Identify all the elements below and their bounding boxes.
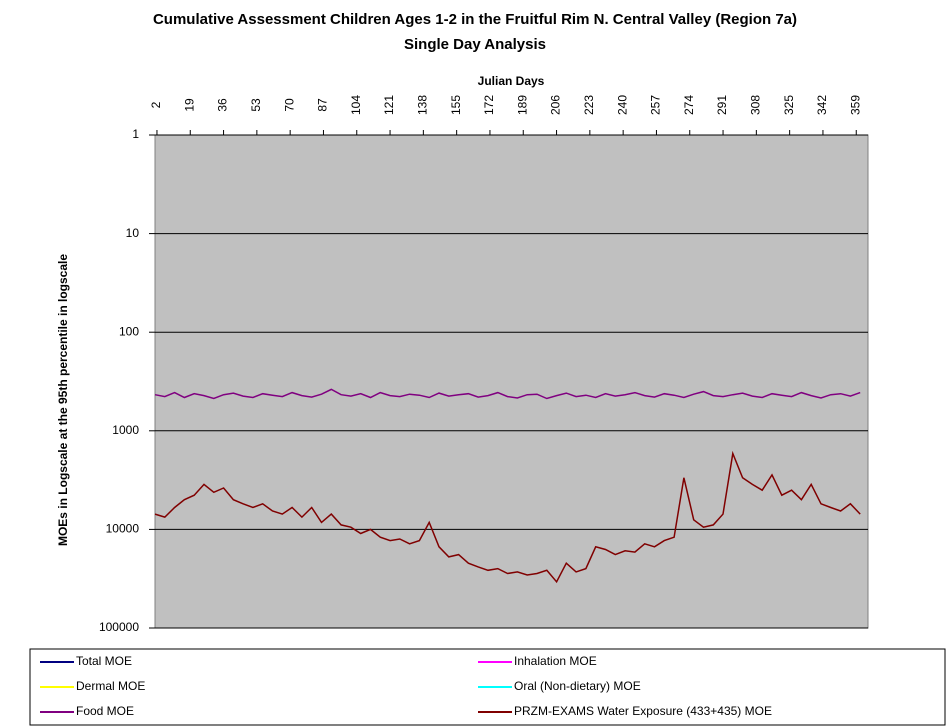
x-tick-label: 138 [416, 95, 430, 115]
chart-subtitle: Single Day Analysis [404, 36, 546, 53]
legend-label: Food MOE [76, 704, 134, 718]
x-tick-label: 121 [382, 95, 396, 115]
x-tick-label: 70 [282, 98, 296, 112]
legend-label: Inhalation MOE [514, 654, 597, 668]
x-tick-label: 19 [182, 98, 196, 112]
x-tick-label: 206 [549, 95, 563, 115]
x-tick-label: 308 [749, 95, 763, 115]
x-tick-label: 223 [582, 95, 596, 115]
x-tick-label: 257 [649, 95, 663, 115]
legend-label: Dermal MOE [76, 679, 145, 693]
legend-label: Total MOE [76, 654, 132, 668]
x-tick-label: 342 [815, 95, 829, 115]
y-tick-label: 100 [119, 324, 139, 338]
x-tick-label: 274 [682, 95, 696, 115]
x-tick-label: 53 [249, 98, 263, 112]
x-tick-label: 359 [848, 95, 862, 115]
x-tick-label: 291 [715, 95, 729, 115]
legend-label: Oral (Non-dietary) MOE [514, 679, 641, 693]
x-tick-label: 87 [316, 98, 330, 112]
x-axis-label: Julian Days [478, 74, 545, 88]
y-axis-label: MOEs in Logscale at the 95th percentile … [56, 254, 70, 546]
x-tick-label: 2 [149, 101, 163, 108]
x-tick-label: 189 [515, 95, 529, 115]
plot-area [154, 134, 869, 629]
x-tick-label: 325 [782, 95, 796, 115]
series-line [154, 388, 861, 400]
x-tick-label: 36 [216, 98, 230, 112]
series-line [154, 450, 861, 584]
y-tick-label: 1000 [112, 423, 139, 437]
x-tick-label: 240 [615, 95, 629, 115]
x-tick-label: 104 [349, 95, 363, 115]
y-tick-label: 1 [132, 127, 139, 141]
y-tick-label: 10000 [106, 522, 140, 536]
y-tick-label: 100000 [99, 620, 139, 634]
x-tick-label: 172 [482, 95, 496, 115]
legend-label: PRZM-EXAMS Water Exposure (433+435) MOE [514, 704, 772, 718]
chart-title: Cumulative Assessment Children Ages 1-2 … [153, 11, 797, 28]
x-tick-label: 155 [449, 95, 463, 115]
y-tick-label: 10 [126, 226, 140, 240]
